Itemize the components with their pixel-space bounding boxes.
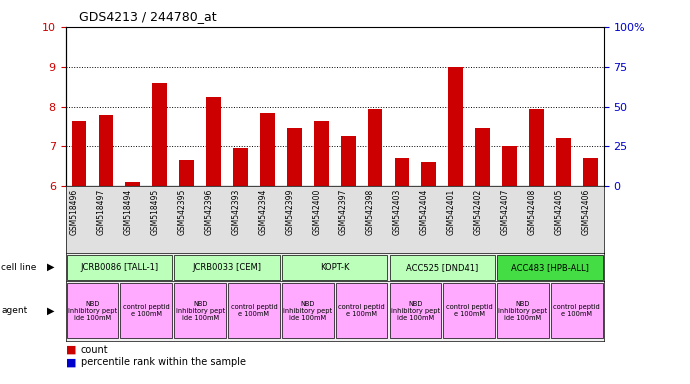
- Bar: [228, 283, 279, 338]
- Text: ▶: ▶: [47, 262, 55, 272]
- Text: GSM542401: GSM542401: [446, 188, 456, 235]
- Bar: [390, 283, 441, 338]
- Text: GSM518495: GSM518495: [150, 188, 160, 235]
- Text: ■: ■: [66, 345, 76, 355]
- Bar: [206, 97, 221, 186]
- Text: GSM542399: GSM542399: [285, 188, 295, 235]
- Bar: [179, 161, 194, 186]
- Bar: [475, 129, 490, 186]
- Bar: [99, 114, 113, 186]
- Bar: [341, 136, 355, 186]
- Text: GSM542408: GSM542408: [527, 188, 537, 235]
- Bar: [497, 283, 549, 338]
- Text: GSM518496: GSM518496: [70, 188, 79, 235]
- Text: NBD
inhibitory pept
ide 100mM: NBD inhibitory pept ide 100mM: [391, 301, 440, 321]
- Text: GDS4213 / 244780_at: GDS4213 / 244780_at: [79, 10, 217, 23]
- Text: NBD
inhibitory pept
ide 100mM: NBD inhibitory pept ide 100mM: [175, 301, 225, 321]
- Bar: [529, 109, 544, 186]
- Text: JCRB0033 [CEM]: JCRB0033 [CEM]: [193, 263, 262, 272]
- Bar: [233, 148, 248, 186]
- Bar: [314, 121, 328, 186]
- Bar: [175, 255, 279, 280]
- Text: agent: agent: [1, 306, 28, 315]
- Bar: [121, 283, 172, 338]
- Text: GSM542394: GSM542394: [258, 188, 268, 235]
- Text: GSM542397: GSM542397: [339, 188, 348, 235]
- Bar: [497, 255, 602, 280]
- Text: GSM542404: GSM542404: [420, 188, 429, 235]
- Text: NBD
inhibitory pept
ide 100mM: NBD inhibitory pept ide 100mM: [498, 301, 548, 321]
- Bar: [126, 182, 140, 186]
- Text: count: count: [81, 345, 108, 355]
- Text: GSM518494: GSM518494: [124, 188, 132, 235]
- Bar: [282, 283, 333, 338]
- Text: GSM542405: GSM542405: [554, 188, 563, 235]
- Bar: [282, 255, 387, 280]
- Text: cell line: cell line: [1, 263, 37, 272]
- Text: GSM542398: GSM542398: [366, 188, 375, 235]
- Text: GSM542395: GSM542395: [177, 188, 186, 235]
- Bar: [502, 146, 517, 186]
- Text: GSM542407: GSM542407: [500, 188, 509, 235]
- Text: ▶: ▶: [47, 306, 55, 316]
- Bar: [390, 255, 495, 280]
- Bar: [583, 158, 598, 186]
- Text: JCRB0086 [TALL-1]: JCRB0086 [TALL-1]: [80, 263, 159, 272]
- Text: NBD
inhibitory pept
ide 100mM: NBD inhibitory pept ide 100mM: [283, 301, 333, 321]
- Bar: [260, 113, 275, 186]
- Bar: [395, 158, 409, 186]
- Text: percentile rank within the sample: percentile rank within the sample: [81, 358, 246, 367]
- Text: GSM542406: GSM542406: [581, 188, 591, 235]
- Text: KOPT-K: KOPT-K: [320, 263, 349, 272]
- Text: control peptid
e 100mM: control peptid e 100mM: [123, 305, 170, 317]
- Text: GSM542396: GSM542396: [204, 188, 214, 235]
- Bar: [287, 129, 302, 186]
- Text: control peptid
e 100mM: control peptid e 100mM: [446, 305, 493, 317]
- Text: ACC525 [DND41]: ACC525 [DND41]: [406, 263, 478, 272]
- Text: NBD
inhibitory pept
ide 100mM: NBD inhibitory pept ide 100mM: [68, 301, 117, 321]
- Text: GSM542403: GSM542403: [393, 188, 402, 235]
- Bar: [448, 67, 463, 186]
- Bar: [444, 283, 495, 338]
- Bar: [152, 83, 167, 186]
- Text: control peptid
e 100mM: control peptid e 100mM: [338, 305, 385, 317]
- Bar: [368, 109, 382, 186]
- Text: GSM542402: GSM542402: [473, 188, 483, 235]
- Bar: [67, 283, 118, 338]
- Text: control peptid
e 100mM: control peptid e 100mM: [230, 305, 277, 317]
- Bar: [551, 283, 602, 338]
- Bar: [422, 162, 436, 186]
- Text: GSM542400: GSM542400: [312, 188, 322, 235]
- Bar: [175, 283, 226, 338]
- Bar: [336, 283, 387, 338]
- Text: GSM542393: GSM542393: [231, 188, 241, 235]
- Text: GSM518497: GSM518497: [97, 188, 106, 235]
- Bar: [67, 255, 172, 280]
- Text: ■: ■: [66, 358, 76, 367]
- Bar: [72, 121, 86, 186]
- Bar: [556, 138, 571, 186]
- Text: control peptid
e 100mM: control peptid e 100mM: [553, 305, 600, 317]
- Text: ACC483 [HPB-ALL]: ACC483 [HPB-ALL]: [511, 263, 589, 272]
